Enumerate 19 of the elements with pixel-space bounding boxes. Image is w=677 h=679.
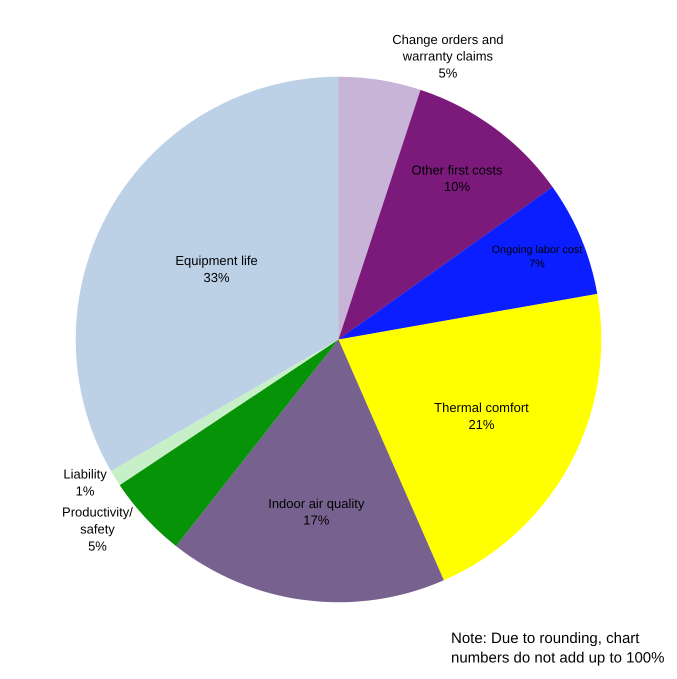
data-label: 10% <box>444 179 470 194</box>
data-label: 5% <box>88 538 108 554</box>
pie-slice <box>110 340 338 486</box>
data-label: 5% <box>438 66 458 81</box>
data-label: 17% <box>303 512 330 528</box>
slice-label: Liability <box>63 466 108 482</box>
slice-label: Thermal comfort <box>434 400 530 416</box>
slice-label: Other first costs <box>412 162 504 178</box>
pie-slice <box>76 76 338 471</box>
data-label: 21% <box>468 417 495 432</box>
slice-label: Equipment life <box>175 253 258 268</box>
data-label: 1% <box>76 483 95 498</box>
slice-label: Ongoing labor cost <box>492 244 582 256</box>
data-label: 33% <box>204 270 230 286</box>
slice-label: Indoor air quality <box>268 496 365 511</box>
slice-label: Change orders and warranty claims <box>392 32 504 64</box>
slice-label: Productivity/ safety <box>62 504 134 537</box>
data-label: 7% <box>529 258 546 270</box>
text: Note: Due to rounding, chart numbers do not add up to 100% <box>451 630 664 666</box>
